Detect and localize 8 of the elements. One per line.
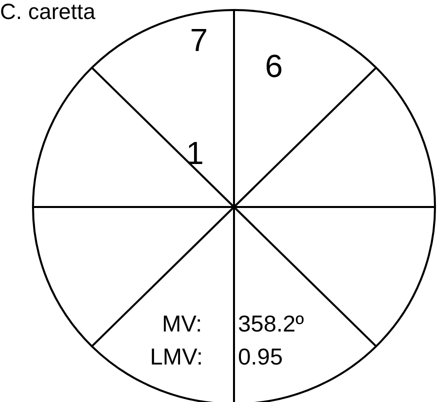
text: 0.95 xyxy=(238,343,283,370)
text: C. caretta xyxy=(0,0,96,24)
text: 358.2º xyxy=(238,310,305,336)
data-label: 7 xyxy=(190,22,208,58)
data-label: 6 xyxy=(265,48,283,84)
text: LMV: xyxy=(150,343,203,370)
text: MV: xyxy=(162,310,202,336)
data-label: 1 xyxy=(186,134,204,171)
